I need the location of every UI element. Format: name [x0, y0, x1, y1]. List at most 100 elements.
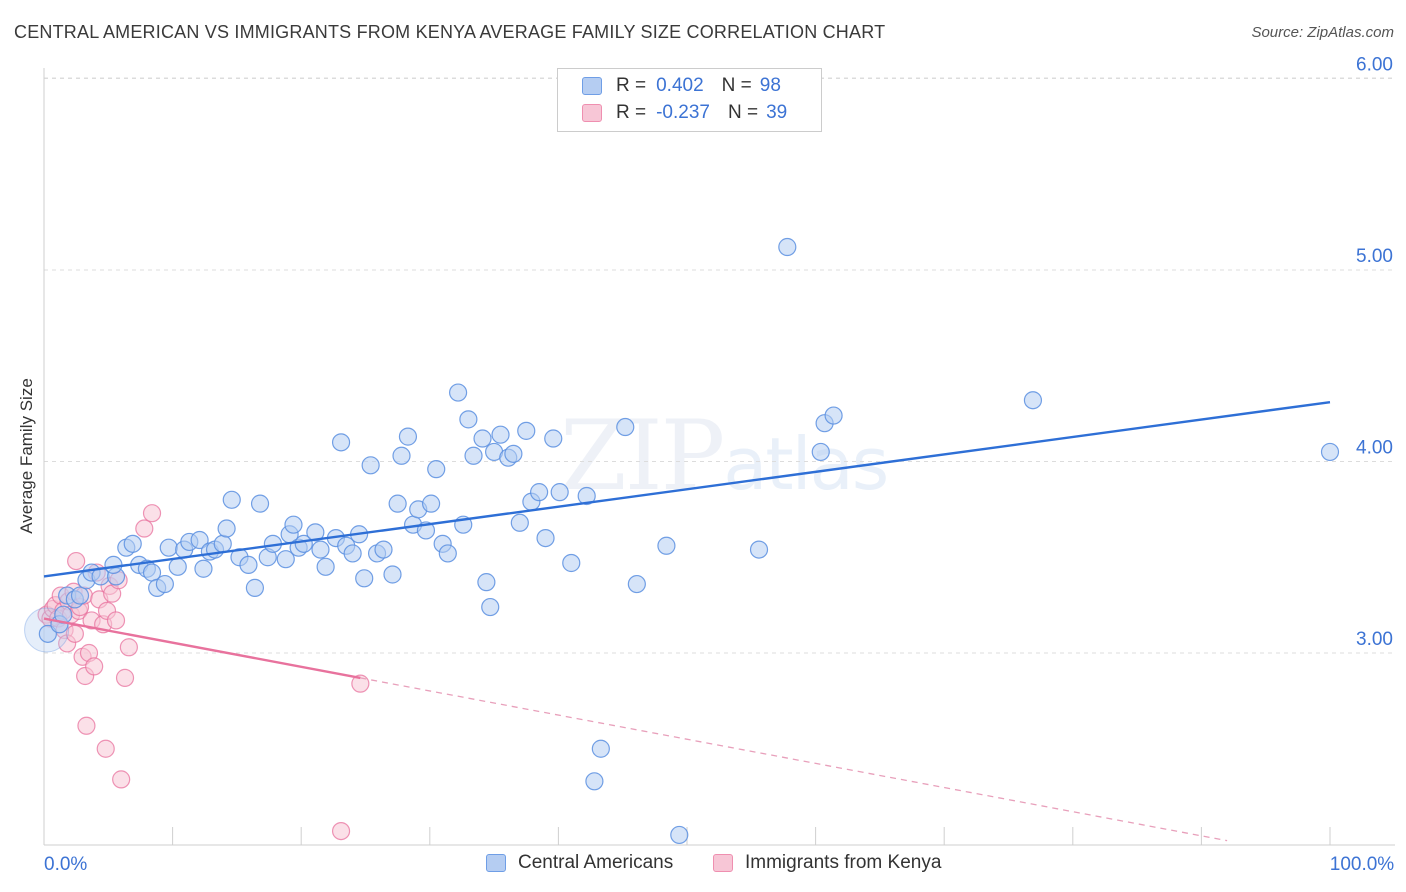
point-central — [562, 553, 581, 573]
point-central — [670, 825, 689, 845]
point-central — [194, 559, 213, 578]
bottom-legend-label-central: Central Americans — [518, 852, 674, 873]
bottom-legend-swatch-kenya — [713, 854, 733, 872]
point-central — [421, 494, 441, 513]
point-central — [811, 442, 830, 462]
point-central — [311, 540, 330, 559]
legend-r-label: R = — [616, 75, 647, 96]
point-central — [239, 555, 258, 575]
point-kenya — [331, 821, 351, 841]
point-central — [383, 565, 402, 584]
y-tick-label: 5.00 — [1356, 246, 1393, 267]
point-central — [464, 446, 483, 465]
legend: R = 0.402 N = 98 R = -0.237 N = 39 — [557, 68, 822, 132]
chart-title: CENTRAL AMERICAN VS IMMIGRANTS FROM KENY… — [14, 22, 886, 42]
point-central — [481, 597, 500, 617]
trend-lines — [43, 400, 1331, 842]
point-kenya — [142, 504, 162, 523]
point-central — [1320, 442, 1340, 462]
source-label: Source: ZipAtlas.com — [1251, 24, 1394, 41]
point-kenya — [106, 611, 126, 630]
point-central — [306, 523, 325, 542]
point-central — [473, 429, 492, 448]
point-central — [276, 550, 295, 569]
point-central — [517, 421, 536, 440]
y-tick-label: 6.00 — [1356, 55, 1393, 76]
series-central-points — [24, 237, 1340, 845]
legend-n-label: N = — [721, 75, 752, 96]
axes — [43, 68, 1395, 846]
point-central — [217, 519, 236, 538]
point-central — [284, 515, 303, 534]
bottom-legend-kenya: Immigrants from Kenya — [713, 852, 941, 874]
legend-swatch-kenya — [582, 104, 602, 122]
point-central — [343, 544, 362, 563]
point-central — [627, 574, 646, 594]
legend-swatch-central — [582, 77, 602, 95]
legend-n-label: N = — [727, 102, 759, 123]
bottom-legend-central: Central Americans — [486, 852, 673, 874]
point-central — [155, 574, 174, 594]
point-central — [778, 237, 797, 257]
point-central — [190, 530, 209, 550]
trend-line-central — [43, 400, 1331, 578]
legend-r-value: -0.237 — [656, 102, 710, 123]
point-kenya — [351, 674, 370, 693]
legend-n-value: 39 — [766, 102, 788, 123]
point-central — [427, 460, 446, 479]
point-central — [591, 739, 610, 758]
point-central — [1023, 391, 1043, 410]
point-central — [398, 427, 418, 446]
point-central — [222, 490, 241, 509]
point-central — [585, 772, 604, 791]
point-central — [250, 494, 270, 513]
bottom-legend-swatch-central — [486, 854, 506, 872]
point-central — [477, 573, 496, 592]
point-central — [504, 444, 523, 463]
point-central — [577, 486, 596, 506]
point-central — [316, 557, 335, 576]
point-kenya — [112, 770, 131, 789]
tick-labels: 3.00 4.00 5.00 6.00 0.0% 100.0% — [44, 55, 1394, 876]
point-central — [104, 555, 123, 575]
point-kenya — [85, 657, 104, 676]
point-central — [544, 429, 563, 448]
x-tick-label: 0.0% — [44, 854, 87, 875]
point-kenya — [67, 551, 86, 571]
point-central — [657, 536, 676, 555]
legend-r-label: R = — [616, 102, 647, 123]
point-central — [536, 528, 555, 548]
point-central — [824, 406, 843, 425]
point-central — [245, 578, 265, 597]
point-central — [374, 540, 393, 559]
watermark-atlas: atlas — [723, 422, 889, 506]
point-central — [749, 540, 769, 559]
point-central — [159, 538, 178, 557]
point-central — [530, 483, 549, 502]
point-central — [616, 417, 635, 437]
point-central — [123, 534, 142, 553]
point-kenya — [135, 519, 154, 538]
point-central — [459, 410, 478, 429]
point-central — [510, 513, 529, 532]
legend-r-value: 0.402 — [656, 75, 704, 96]
point-central — [392, 446, 411, 465]
point-central — [331, 433, 351, 452]
bottom-legend-label-kenya: Immigrants from Kenya — [745, 852, 942, 873]
trend-line-kenya — [43, 617, 361, 680]
point-central — [550, 483, 569, 502]
legend-row-kenya: R = -0.237 N = 39 — [582, 101, 787, 125]
y-tick-label: 4.00 — [1356, 438, 1393, 459]
x-tick-label: 100.0% — [1330, 854, 1395, 875]
point-central — [491, 425, 510, 444]
point-central — [448, 383, 468, 402]
trend-line-kenya-extension — [360, 677, 1228, 842]
point-kenya — [119, 638, 138, 657]
point-central — [355, 569, 374, 588]
point-kenya — [77, 716, 96, 735]
y-tick-label: 3.00 — [1356, 629, 1393, 650]
point-kenya — [96, 739, 115, 758]
legend-n-value: 98 — [759, 75, 781, 96]
point-central — [388, 494, 407, 513]
